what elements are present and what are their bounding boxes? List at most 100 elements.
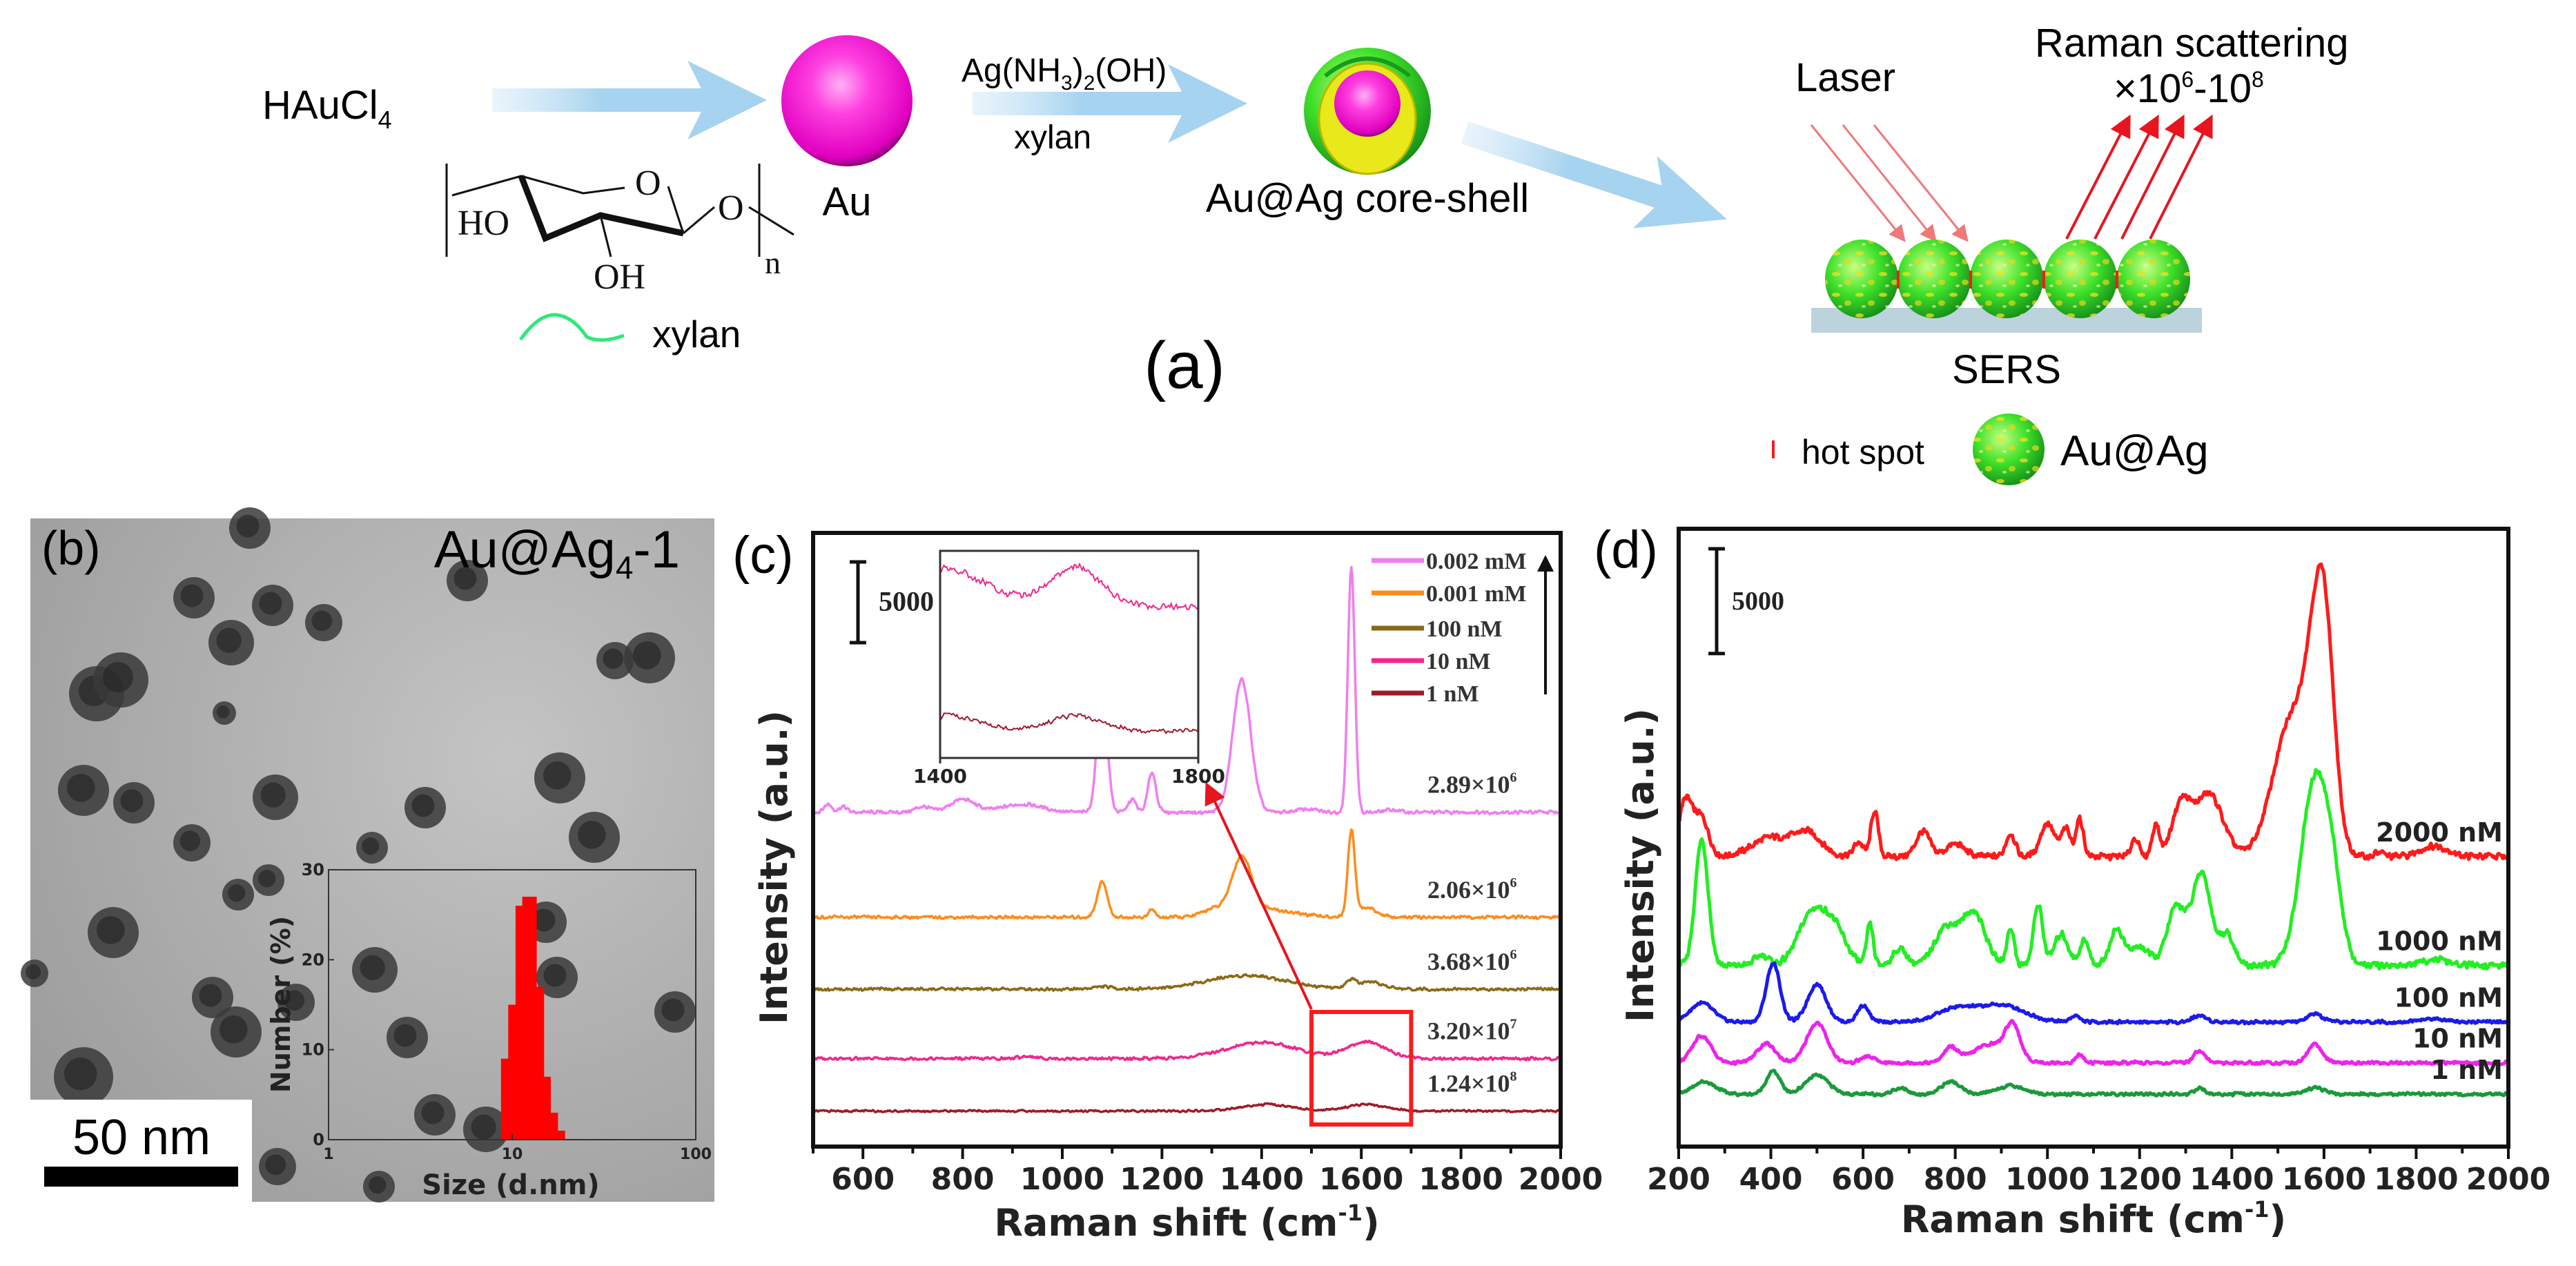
ho-label: HO bbox=[458, 204, 509, 243]
hot-spot-label: hot spot bbox=[1802, 433, 1924, 471]
nanoparticle-core bbox=[260, 782, 286, 808]
nanoparticle-core bbox=[258, 870, 276, 888]
enhancement-factor-label: 2.89×106 bbox=[1427, 770, 1517, 799]
nanoparticle-core bbox=[216, 627, 242, 653]
reagent-sub: 3 bbox=[1061, 72, 1073, 95]
reaction-arrow-2 bbox=[973, 64, 1247, 143]
highlight-box bbox=[1309, 1010, 1414, 1127]
nanoparticle-core bbox=[421, 1101, 445, 1124]
nanoparticle-core bbox=[66, 773, 95, 802]
panel-d-label: (d) bbox=[1594, 520, 1658, 579]
x-tick-label: 1600 bbox=[2282, 1162, 2366, 1197]
histogram-y-tick-label: 20 bbox=[302, 950, 324, 969]
reagent-part: (OH) bbox=[1095, 52, 1167, 89]
legend-label: 0.001 mM bbox=[1426, 581, 1526, 607]
precursor-subscript: 4 bbox=[378, 106, 392, 134]
series-label: 1000 nM bbox=[2376, 926, 2503, 957]
legend-label: 0.002 mM bbox=[1426, 549, 1526, 574]
raman-scattering-label: Raman scattering bbox=[2035, 21, 2349, 66]
nanoparticle-core bbox=[393, 1024, 417, 1047]
scale-bar bbox=[44, 1167, 238, 1187]
enhancement-factor-exp: 7 bbox=[1510, 1016, 1517, 1031]
enhancement-label: ×106-108 bbox=[2114, 66, 2264, 111]
spectrum-line bbox=[812, 828, 1562, 920]
x-tick-label: 1200 bbox=[2098, 1162, 2182, 1197]
oh-label: OH bbox=[594, 257, 645, 297]
enhancement-factor-text: 3.68×10 bbox=[1427, 948, 1510, 975]
histogram-x-tick-label: 1 bbox=[323, 1146, 333, 1163]
panel-c: (c) 600 800 1000 1200 1400 1600 1800 2000 Raman … bbox=[732, 526, 1603, 1245]
nanoparticle-core bbox=[199, 984, 222, 1007]
nanoparticle-core bbox=[311, 610, 333, 632]
x-axis-label-end: ) bbox=[1363, 1201, 1380, 1245]
enhancement-factor-label: 1.24×108 bbox=[1427, 1069, 1517, 1098]
reagent-label: Ag(NH3)2(OH) bbox=[962, 52, 1167, 95]
x-axis-label-text: Raman shift (cm bbox=[1901, 1198, 2245, 1241]
x-tick-label: 1000 bbox=[1020, 1162, 1104, 1197]
inset-spectrum-line bbox=[939, 712, 1199, 734]
x-tick-label: 400 bbox=[1739, 1162, 1803, 1197]
nanoparticle-core bbox=[180, 584, 204, 607]
sers-chart-d: 200 400 600 800 1000 1200 1400 1600 1800 2000 Rama… bbox=[1619, 527, 2550, 1241]
sers-label: SERS bbox=[1952, 347, 2061, 392]
x-tick-label: 2000 bbox=[2466, 1162, 2550, 1197]
hot-spot-marks bbox=[1897, 271, 2118, 289]
spectrum-line bbox=[1677, 1069, 2510, 1098]
x-tick-label: 1400 bbox=[1220, 1162, 1304, 1197]
spectrum-line bbox=[812, 1039, 1561, 1062]
nanoparticle-core bbox=[632, 641, 661, 670]
nanoparticle-core bbox=[360, 955, 385, 980]
sample-text: Au@Ag bbox=[434, 520, 616, 579]
x-tick-label: 600 bbox=[1831, 1162, 1895, 1197]
legend-label: 100 nM bbox=[1426, 616, 1503, 642]
core-shell-label: Au@Ag core-shell bbox=[1206, 176, 1529, 221]
au-nanoparticle bbox=[781, 35, 913, 166]
enhancement-factor-exp: 6 bbox=[1510, 770, 1517, 786]
ring-oxygen-label: O bbox=[635, 164, 661, 203]
au-ag-sphere bbox=[1825, 240, 1898, 318]
nanoparticle-core bbox=[219, 1015, 248, 1044]
series-label: 10 nM bbox=[2412, 1024, 2503, 1054]
x-axis-label-sup: -1 bbox=[1338, 1200, 1363, 1226]
nanoparticle-core bbox=[265, 1154, 286, 1176]
histogram-y-tick-label: 0 bbox=[313, 1130, 324, 1149]
histogram-y-label: Number (%) bbox=[266, 916, 296, 1093]
enhancement-factor-exp: 6 bbox=[1510, 947, 1517, 962]
xylan-chain-icon bbox=[518, 313, 625, 342]
nanoparticle-core bbox=[284, 990, 305, 1011]
histogram-x-tick-label: 100 bbox=[680, 1146, 712, 1163]
enhancement-exp: 8 bbox=[2252, 67, 2264, 92]
reagent-sub: 2 bbox=[1084, 72, 1095, 95]
x-tick-label: 800 bbox=[1924, 1162, 1987, 1197]
x-axis-label: Raman shift (cm-1) bbox=[994, 1200, 1379, 1245]
enhancement-exp: 6 bbox=[2181, 67, 2194, 92]
y-axis-label: Intensity (a.u.) bbox=[1619, 708, 1662, 1022]
sers-chart-c: 600 800 1000 1200 1400 1600 1800 2000 Raman shif… bbox=[752, 531, 1603, 1245]
au-ag-sphere bbox=[2044, 240, 2117, 318]
reagent-xylan-label: xylan bbox=[1014, 119, 1091, 156]
nanoparticle-core bbox=[103, 662, 133, 692]
y-axis-label: Intensity (a.u.) bbox=[752, 710, 796, 1024]
spectrum-line bbox=[1677, 961, 2510, 1026]
x-tick-label: 600 bbox=[831, 1162, 895, 1197]
enhancement-factor-text: 2.89×10 bbox=[1427, 771, 1510, 799]
au-ag-sphere bbox=[1970, 240, 2043, 318]
panel-c-label: (c) bbox=[732, 526, 794, 585]
histogram-y-tick-label: 30 bbox=[302, 860, 324, 879]
xylan-legend-label: xylan bbox=[652, 313, 741, 356]
x-axis-label-sup: -1 bbox=[2245, 1196, 2270, 1223]
x-tick-label: 1200 bbox=[1120, 1162, 1204, 1197]
nanoparticle-core bbox=[228, 884, 246, 902]
panel-d: (d) 200 400 600 800 1000 1200 1400 1600 1800 2000… bbox=[1594, 520, 2550, 1241]
inset-spectrum-line bbox=[939, 562, 1199, 611]
zoom-arrow bbox=[1204, 781, 1313, 1010]
core-shell-particle bbox=[1304, 48, 1431, 175]
reagent-part: ) bbox=[1073, 52, 1084, 89]
nanoparticle-core bbox=[179, 830, 201, 852]
nanoparticle-core bbox=[64, 1058, 97, 1091]
spectrum-line bbox=[812, 973, 1561, 993]
panel-a-label: (a) bbox=[1144, 329, 1224, 402]
nanoparticle-core bbox=[532, 908, 556, 932]
x-tick-label: 1400 bbox=[2189, 1162, 2274, 1197]
